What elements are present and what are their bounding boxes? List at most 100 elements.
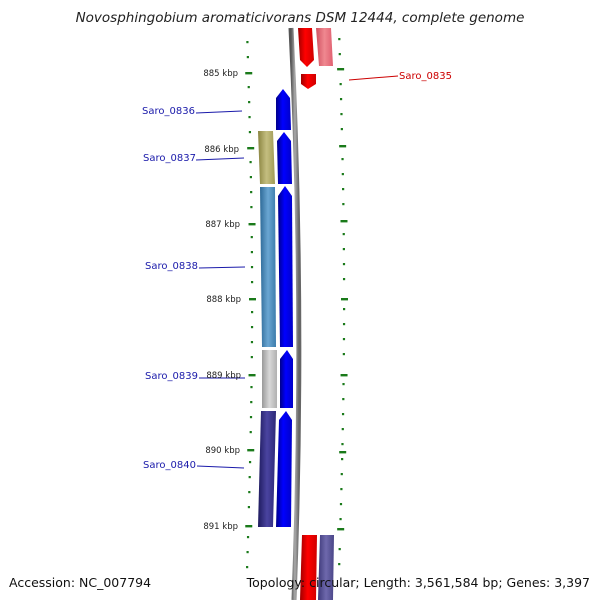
tick-dot bbox=[250, 356, 253, 359]
reverse-gene-block-bottom bbox=[300, 535, 317, 600]
major-tick bbox=[340, 220, 348, 223]
tick-dot bbox=[248, 491, 251, 494]
tick-dot bbox=[250, 311, 254, 314]
tick-dot bbox=[247, 86, 250, 89]
leader-saro-0840 bbox=[196, 465, 245, 469]
tick-dot bbox=[250, 281, 254, 284]
reverse-gene-block bbox=[298, 28, 314, 67]
tick-dot bbox=[249, 176, 252, 179]
tick-dot bbox=[341, 458, 344, 461]
gene-label-saro-0840[interactable]: Saro_0840 bbox=[143, 460, 196, 471]
tick-dot bbox=[250, 326, 254, 329]
tick-dot bbox=[248, 461, 252, 464]
tick-dot bbox=[246, 536, 250, 539]
tick-dot bbox=[341, 413, 345, 416]
tick-dot bbox=[249, 431, 252, 434]
homolog-block-0837 bbox=[258, 131, 275, 184]
tick-dot bbox=[339, 503, 343, 506]
tick-dot bbox=[342, 278, 346, 281]
tick-dot bbox=[342, 323, 346, 326]
leader-saro-0836 bbox=[195, 110, 243, 114]
kbp-label: 891 kbp bbox=[203, 522, 238, 532]
major-tick bbox=[247, 449, 255, 452]
gene-label-saro-0838[interactable]: Saro_0838 bbox=[145, 261, 198, 272]
gene-saro-0840-arrow bbox=[276, 411, 292, 527]
major-tick bbox=[245, 525, 253, 528]
tick-dot bbox=[342, 233, 345, 236]
homolog-block-0839 bbox=[262, 350, 277, 408]
major-tick bbox=[248, 223, 256, 226]
tick-dot bbox=[338, 563, 341, 566]
tick-dot bbox=[342, 308, 346, 311]
gene-saro-0836-arrow bbox=[276, 89, 291, 130]
homolog-block-0838 bbox=[260, 187, 276, 347]
kbp-label: 890 kbp bbox=[205, 446, 240, 456]
major-tick bbox=[337, 68, 345, 71]
gene-saro-0835-arrow bbox=[301, 74, 316, 89]
tick-dot bbox=[339, 518, 342, 521]
tick-dot bbox=[246, 41, 249, 44]
leader-saro-0838 bbox=[198, 266, 246, 269]
map-title: Novosphingobium aromaticivorans DSM 1244… bbox=[75, 10, 525, 26]
tick-dot bbox=[342, 203, 345, 206]
kbp-label: 887 kbp bbox=[205, 220, 240, 230]
major-tick bbox=[340, 298, 348, 301]
kbp-label: 888 kbp bbox=[206, 295, 241, 305]
tick-dot bbox=[341, 428, 344, 431]
tick-dot bbox=[248, 101, 251, 104]
left-tick-track bbox=[245, 41, 256, 569]
reverse-gene-block-slate bbox=[318, 535, 334, 600]
homolog-block-0840 bbox=[258, 411, 276, 527]
tick-dot bbox=[342, 383, 345, 386]
tick-dot bbox=[340, 488, 343, 491]
tick-dot bbox=[247, 506, 251, 509]
tick-dot bbox=[249, 161, 252, 164]
tick-dot bbox=[338, 548, 341, 551]
tick-dot bbox=[250, 251, 254, 254]
kbp-label: 886 kbp bbox=[204, 145, 239, 155]
gene-saro-0838-arrow bbox=[278, 186, 293, 347]
tick-dot bbox=[250, 386, 253, 389]
major-tick bbox=[339, 145, 347, 148]
leader-saro-0835 bbox=[348, 75, 399, 81]
tick-dot bbox=[248, 476, 251, 479]
tick-dot bbox=[248, 131, 252, 134]
tick-dot bbox=[342, 248, 345, 251]
gene-saro-0837-arrow bbox=[277, 132, 292, 184]
tick-dot bbox=[341, 173, 344, 176]
tick-dot bbox=[342, 263, 346, 266]
tick-dot bbox=[250, 191, 253, 194]
tick-dot bbox=[339, 83, 342, 86]
gene-label-saro-0836[interactable]: Saro_0836 bbox=[142, 106, 195, 117]
tick-dot bbox=[249, 416, 253, 419]
tick-dot bbox=[342, 188, 345, 191]
tick-dot bbox=[340, 128, 343, 131]
tick-dot bbox=[339, 98, 343, 101]
tick-dot bbox=[342, 398, 345, 401]
major-tick bbox=[339, 451, 347, 454]
tick-dot bbox=[338, 53, 341, 56]
tick-dot bbox=[246, 56, 249, 59]
tick-dot bbox=[340, 113, 343, 116]
tick-dot bbox=[342, 338, 346, 341]
tick-dot bbox=[340, 473, 343, 476]
gene-label-saro-0839[interactable]: Saro_0839 bbox=[145, 371, 198, 382]
gene-saro-0839-arrow bbox=[280, 350, 293, 408]
topology-info: Topology: circular; Length: 3,561,584 bp… bbox=[246, 575, 590, 590]
gene-label-saro-0835[interactable]: Saro_0835 bbox=[399, 71, 452, 82]
tick-dot bbox=[341, 158, 344, 161]
major-tick bbox=[248, 374, 256, 377]
kbp-label: 885 kbp bbox=[203, 69, 238, 79]
tick-dot bbox=[250, 266, 254, 269]
tick-dot bbox=[250, 401, 253, 404]
leader-saro-0837 bbox=[195, 157, 245, 161]
gene-label-saro-0837[interactable]: Saro_0837 bbox=[143, 153, 196, 164]
kbp-label: 889 kbp bbox=[206, 371, 241, 381]
major-tick bbox=[245, 72, 253, 75]
major-tick bbox=[248, 298, 256, 301]
tick-dot bbox=[250, 341, 254, 344]
right-tick-track bbox=[337, 38, 348, 566]
tick-dot bbox=[341, 443, 344, 446]
tick-dot bbox=[248, 116, 251, 119]
